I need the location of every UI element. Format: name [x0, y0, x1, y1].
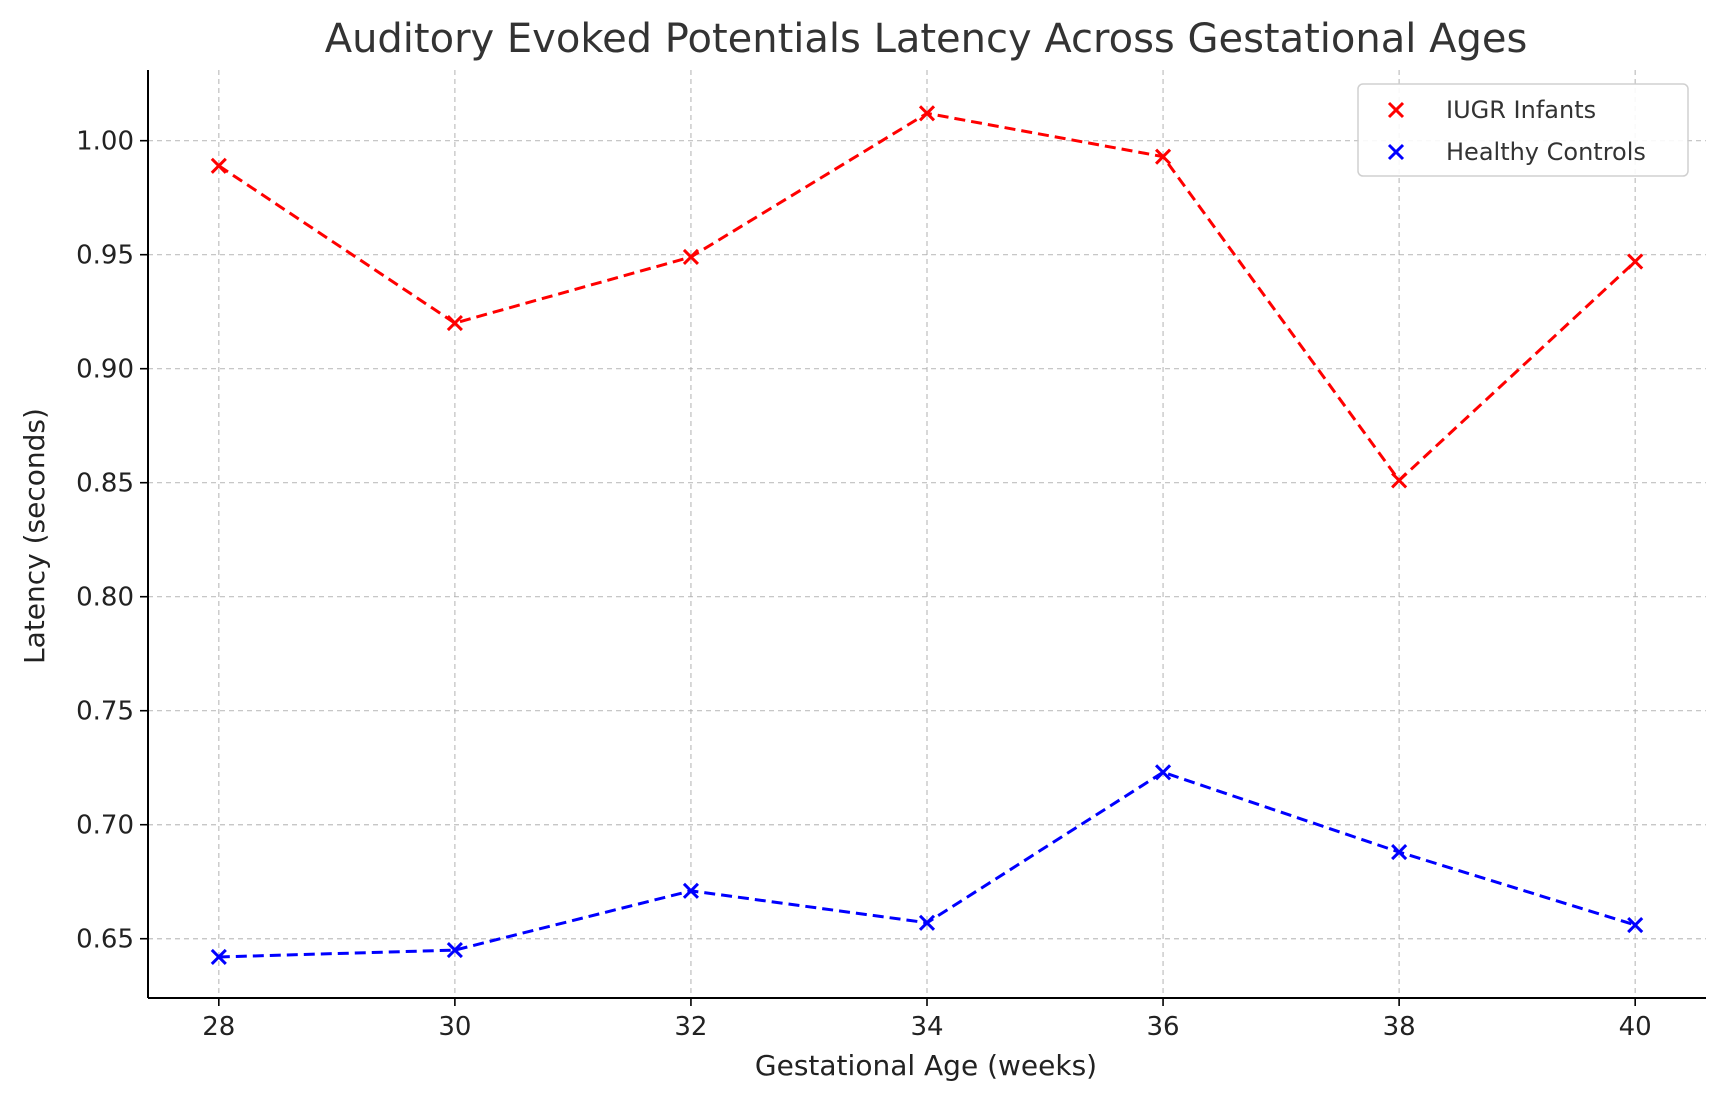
x-tick-label: 28: [202, 1012, 235, 1042]
y-tick-label: 0.70: [76, 811, 134, 841]
y-tick-label: 0.90: [76, 355, 134, 385]
data-point-healthy-controls: [918, 914, 936, 931]
data-point-iugr-infants: [210, 157, 227, 174]
data-point-iugr-infants: [1154, 148, 1172, 165]
legend: IUGR Infants Healthy Controls: [1357, 83, 1689, 177]
data-point-iugr-infants: [1391, 472, 1408, 489]
x-axis-label: Gestational Age (weeks): [755, 1049, 1097, 1082]
y-tick-label: 1.00: [76, 127, 134, 157]
data-point-healthy-controls: [210, 948, 227, 966]
series-layer: [210, 105, 1644, 966]
legend-marker: [1387, 101, 1405, 119]
data-point-healthy-controls: [682, 882, 700, 899]
chart-title: Auditory Evoked Potentials Latency Acros…: [325, 16, 1528, 62]
data-point-healthy-controls: [1391, 844, 1408, 861]
data-point-iugr-infants: [918, 105, 936, 122]
y-tick-label: 0.85: [76, 469, 134, 499]
data-point-healthy-controls: [446, 942, 463, 959]
legend-marker: [1387, 143, 1405, 161]
y-tick-label: 0.65: [76, 925, 134, 955]
x-tick-label: 34: [910, 1012, 943, 1042]
y-tick-label: 0.95: [76, 241, 134, 271]
grid: [148, 70, 1706, 998]
x-tick-label: 32: [674, 1012, 707, 1042]
data-point-iugr-infants: [446, 315, 463, 332]
x-tick-label: 40: [1619, 1012, 1652, 1042]
data-point-iugr-infants: [1627, 253, 1644, 270]
x-tick-label: 38: [1383, 1012, 1416, 1042]
y-axis-label: Latency (seconds): [18, 408, 51, 664]
y-tick-label: 0.75: [76, 697, 134, 727]
y-tick-label: 0.80: [76, 583, 134, 613]
data-point-healthy-controls: [1627, 916, 1644, 934]
legend-label: Healthy Controls: [1446, 138, 1646, 166]
legend-label: IUGR Infants: [1446, 96, 1596, 124]
axes: 28 30 32 34 36 38 40 0.65 0.70 0.75 0.80 0.85 0.90 0.…: [76, 70, 1706, 1042]
data-point-healthy-controls: [1154, 764, 1172, 781]
x-tick-label: 36: [1147, 1012, 1180, 1042]
data-point-iugr-infants: [682, 248, 700, 266]
legend-frame: [1357, 83, 1689, 177]
x-tick-label: 30: [438, 1012, 471, 1042]
